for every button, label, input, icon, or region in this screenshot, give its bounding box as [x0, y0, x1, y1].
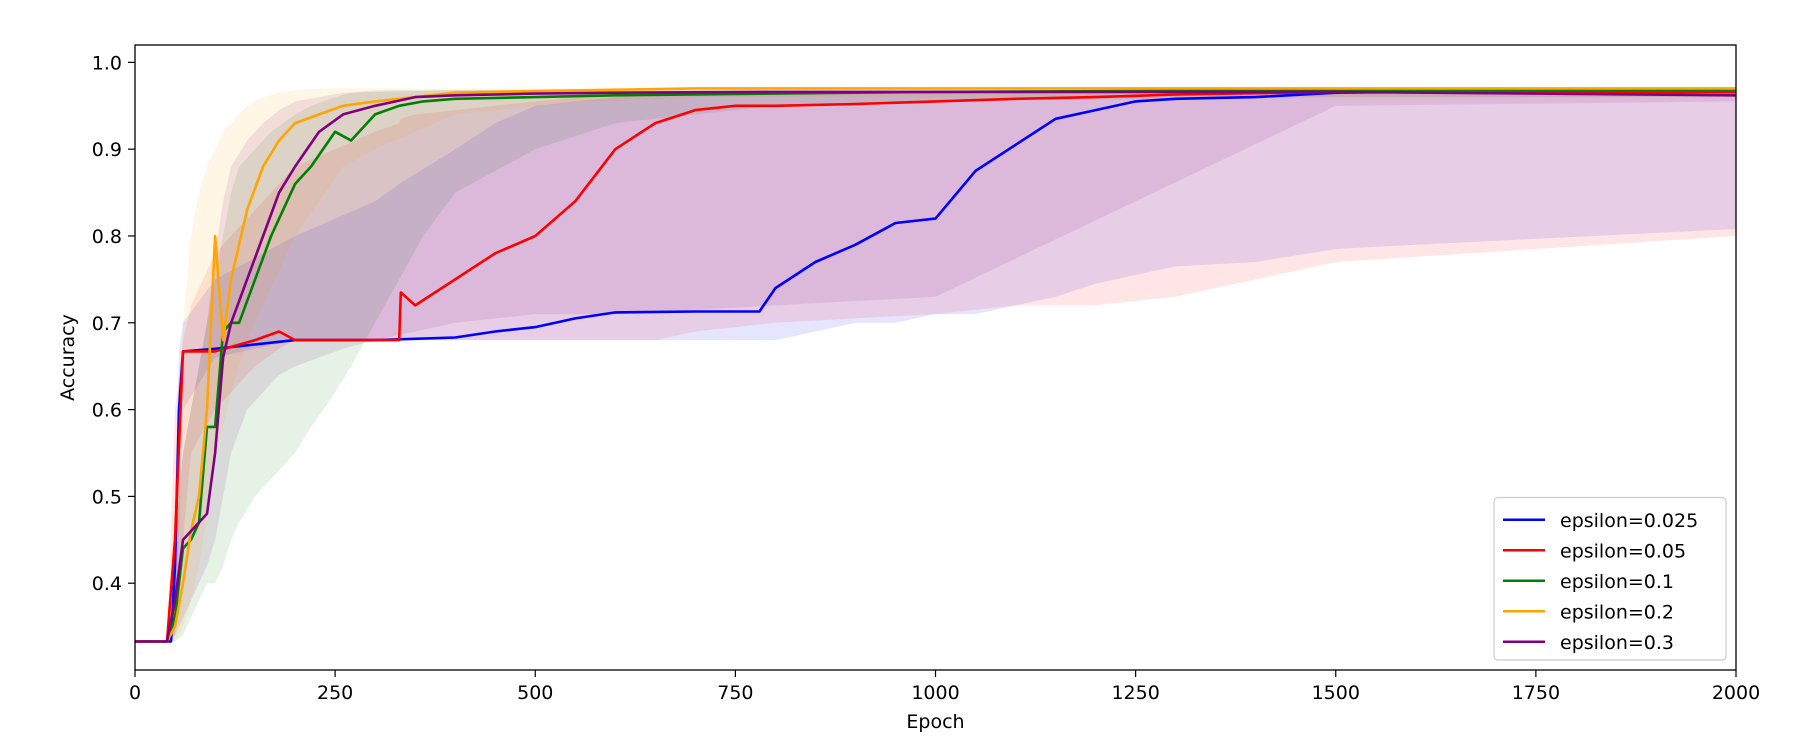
- x-tick-label: 250: [317, 682, 353, 704]
- series-lines: [135, 87, 1737, 643]
- y-tick-label: 1.0: [92, 52, 122, 74]
- y-axis-label: Accuracy: [57, 314, 79, 401]
- x-tick-label: 1250: [1111, 682, 1159, 704]
- y-tick-label: 0.4: [92, 573, 122, 595]
- legend: epsilon=0.025 epsilon=0.05 epsilon=0.1 epsi…: [1493, 496, 1727, 661]
- band-series-3: [135, 88, 1736, 642]
- x-tick-label: 750: [717, 682, 753, 704]
- y-tick-label: 0.7: [92, 313, 122, 335]
- band-series-2: [135, 90, 1736, 642]
- band-series-4: [135, 90, 1736, 642]
- y-axis-ticks: 0.4 0.5 0.6 0.7 0.8 0.9 1.0: [92, 52, 135, 595]
- y-tick-label: 0.9: [92, 139, 122, 161]
- legend-label: epsilon=0.2: [1560, 601, 1674, 623]
- x-axis-ticks: 0 250 500 750 1000 1250 1500 1750 2000: [129, 670, 1760, 704]
- x-tick-label: 2000: [1712, 682, 1760, 704]
- line-series-0: [135, 90, 1736, 643]
- line-series-3: [135, 87, 1736, 643]
- y-tick-label: 0.6: [92, 400, 122, 422]
- x-tick-label: 500: [517, 682, 553, 704]
- x-tick-label: 1500: [1312, 682, 1360, 704]
- band-series-0: [135, 91, 1736, 642]
- line-series-1: [135, 90, 1736, 643]
- x-tick-label: 1000: [911, 682, 959, 704]
- legend-label: epsilon=0.1: [1560, 571, 1674, 593]
- y-tick-label: 0.5: [92, 486, 122, 508]
- legend-label: epsilon=0.025: [1560, 510, 1698, 532]
- legend-label: epsilon=0.3: [1560, 632, 1674, 654]
- x-axis-label: Epoch: [906, 711, 964, 733]
- confidence-bands: [135, 88, 1736, 642]
- line-series-4: [135, 90, 1737, 643]
- legend-label: epsilon=0.05: [1560, 540, 1686, 562]
- y-tick-label: 0.8: [92, 226, 122, 248]
- x-tick-label: 0: [129, 682, 141, 704]
- band-series-1: [135, 91, 1736, 642]
- line-series-2: [135, 88, 1736, 643]
- legend-box: [1493, 496, 1727, 661]
- x-tick-label: 1750: [1512, 682, 1560, 704]
